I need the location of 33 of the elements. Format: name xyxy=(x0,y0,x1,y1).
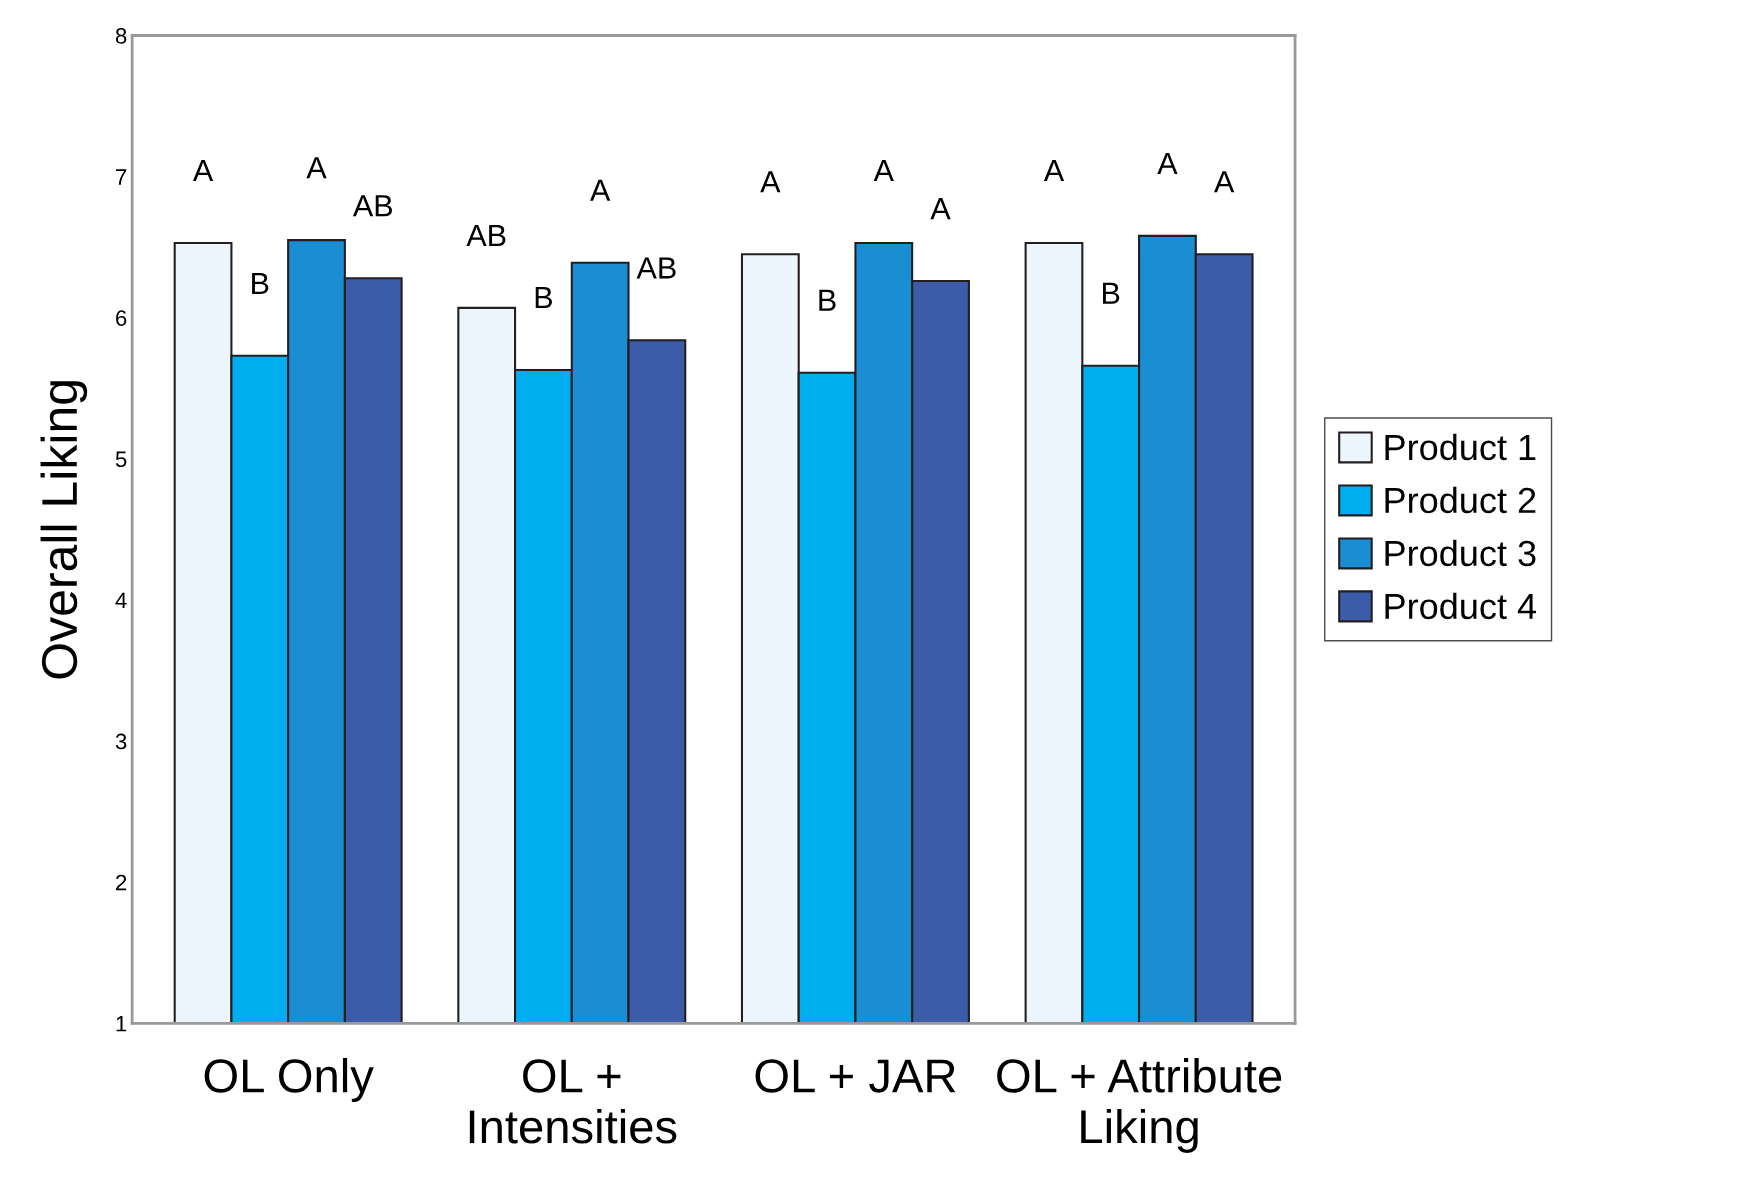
x-tick-label: OL + JAR xyxy=(755,1059,956,1093)
data-label: B xyxy=(252,272,269,294)
x-tick-label: OL + Intensities xyxy=(469,1059,677,1144)
y-tick-label: 1 xyxy=(116,1016,127,1032)
data-label: A xyxy=(760,171,781,193)
data-label: A xyxy=(590,179,611,201)
y-tick-label: 6 xyxy=(116,310,127,326)
y-tick-label: 4 xyxy=(115,592,127,608)
y-tick-label: 3 xyxy=(115,733,127,750)
data-label: A xyxy=(1214,171,1235,193)
legend-label: Product 3 xyxy=(1385,539,1536,567)
data-label: B xyxy=(819,289,836,311)
data-label: AB xyxy=(636,257,676,279)
data-label: A xyxy=(1157,152,1178,174)
data-label: A xyxy=(930,198,951,220)
data-label: AB xyxy=(466,224,506,246)
y-tick-label: 7 xyxy=(116,169,127,185)
y-tick-label: 8 xyxy=(115,28,127,44)
data-label: A xyxy=(873,160,894,182)
legend-label: Product 1 xyxy=(1385,433,1536,461)
data-label: B xyxy=(1103,282,1120,304)
data-label: B xyxy=(535,287,552,309)
legend-label: Product 2 xyxy=(1385,486,1536,514)
x-tick-label: OL + Attribute Liking xyxy=(997,1058,1282,1153)
data-label: A xyxy=(306,157,327,179)
y-axis-title: Overall Liking xyxy=(40,381,88,679)
data-label: AB xyxy=(352,195,393,217)
y-tick-label: 2 xyxy=(116,874,127,891)
y-tick-label: 5 xyxy=(115,451,127,468)
x-tick-label: OL Only xyxy=(204,1058,374,1103)
legend-label: Product 4 xyxy=(1385,592,1537,620)
data-label: A xyxy=(1043,160,1065,182)
data-label: A xyxy=(192,160,214,182)
